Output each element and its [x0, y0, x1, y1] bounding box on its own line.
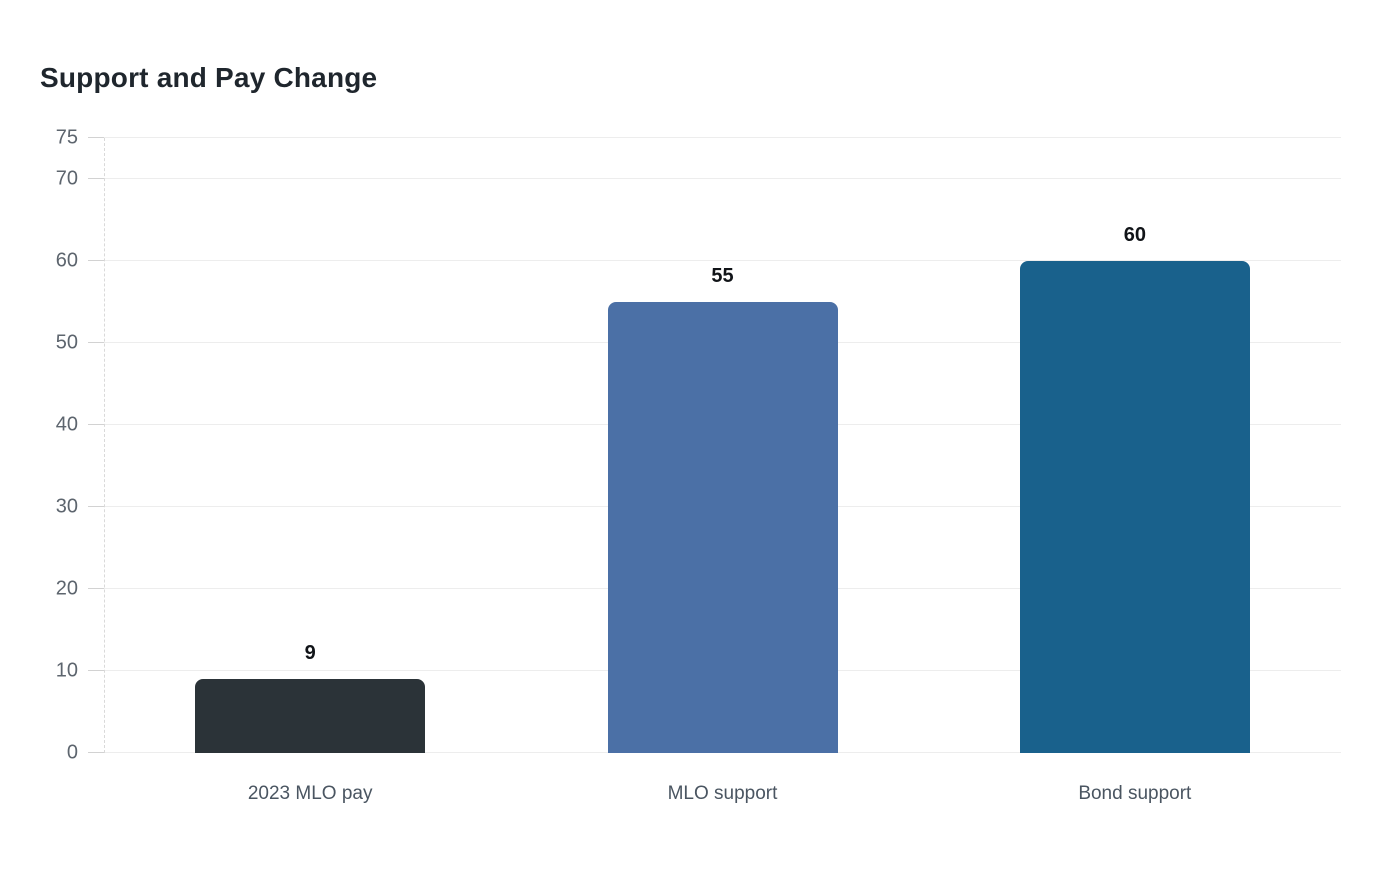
gridline [104, 260, 1341, 261]
y-tick-label: 70 [55, 167, 78, 190]
x-category-label: Bond support [1078, 783, 1192, 804]
y-tick-mark [88, 506, 104, 507]
y-tick-label: 10 [55, 659, 78, 682]
x-category-label: MLO support [667, 783, 778, 804]
y-tick-mark [88, 670, 104, 671]
bar-mlo-support [607, 302, 838, 753]
y-tick-label: 75 [55, 126, 78, 149]
bar-group-mlo-support: 55 MLO support [607, 265, 838, 804]
y-tick-label: 40 [55, 413, 78, 436]
y-tick-mark [88, 260, 104, 261]
value-label: 60 [1123, 224, 1146, 246]
y-tick-label: 50 [55, 331, 78, 354]
y-tick-mark [88, 137, 104, 138]
bar-group-bond-support: 60 Bond support [1019, 224, 1250, 804]
y-tick-label: 60 [55, 249, 78, 272]
chart-title: Support and Pay Change [40, 62, 378, 93]
value-label: 55 [711, 265, 734, 287]
y-tick-mark [88, 588, 104, 589]
bar-group-2023-mlo-pay: 9 2023 MLO pay [195, 642, 426, 804]
y-tick-mark [88, 178, 104, 179]
bar-2023-mlo-pay [195, 679, 426, 753]
y-tick-mark [88, 424, 104, 425]
y-tick-label: 30 [55, 495, 78, 518]
x-category-label: 2023 MLO pay [247, 783, 373, 804]
y-tick-label: 0 [66, 741, 78, 764]
bar-bond-support [1019, 261, 1250, 753]
y-tick-mark [88, 752, 104, 753]
y-tick-mark [88, 342, 104, 343]
y-tick-label: 20 [55, 577, 78, 600]
y-axis-line [104, 138, 105, 753]
gridline [104, 178, 1341, 179]
plot-area: 0 10 20 30 40 50 60 70 75 9 2023 MLO pay 55 MLO … [56, 127, 1341, 804]
value-label: 9 [304, 642, 316, 665]
gridline [104, 137, 1341, 138]
